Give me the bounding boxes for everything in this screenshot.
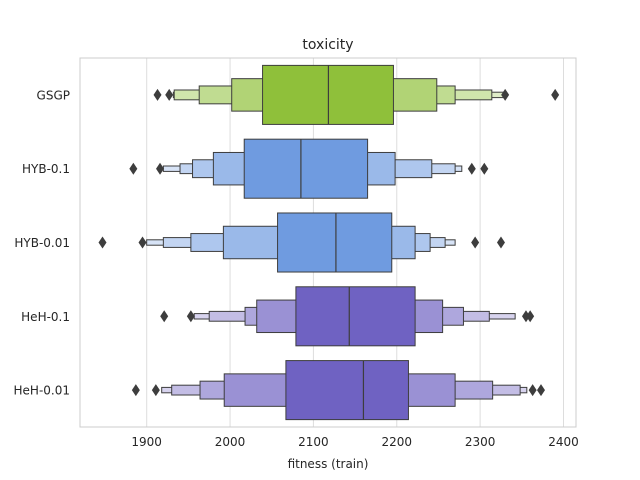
boxen-series xyxy=(98,64,560,421)
outlier-point xyxy=(129,162,138,175)
outlier-point xyxy=(160,310,169,323)
chart-title: toxicity xyxy=(302,37,353,53)
outlier-point xyxy=(551,88,560,101)
x-tick-label: 1900 xyxy=(131,435,162,449)
y-tick-label: HeH-0.01 xyxy=(14,384,70,398)
boxen-group xyxy=(153,64,560,125)
y-tick-labels: GSGP HYB-0.1 HYB-0.01 HeH-0.1 HeH-0.01 xyxy=(14,88,70,397)
boxen-group xyxy=(160,286,535,347)
x-tick-label: 2400 xyxy=(548,435,579,449)
x-tick-label: 2100 xyxy=(298,435,329,449)
outlier-point xyxy=(186,310,195,323)
outlier-point xyxy=(131,384,140,397)
boxen-box xyxy=(285,360,409,421)
y-tick-label: HYB-0.01 xyxy=(14,236,70,250)
y-tick-label: HYB-0.1 xyxy=(22,162,70,176)
boxen-group xyxy=(98,212,505,273)
boxen-group xyxy=(129,138,489,199)
outlier-point xyxy=(138,236,147,249)
outlier-point xyxy=(151,384,160,397)
x-tick-labels: 1900 2000 2100 2200 2300 2400 xyxy=(131,435,578,449)
outlier-point xyxy=(536,384,545,397)
outlier-point xyxy=(501,88,510,101)
outlier-point xyxy=(521,310,530,323)
outlier-point xyxy=(153,88,162,101)
outlier-point xyxy=(165,88,174,101)
y-tick-label: GSGP xyxy=(37,88,70,102)
outlier-point xyxy=(98,236,107,249)
outlier-point xyxy=(467,162,476,175)
outlier-point xyxy=(496,236,505,249)
outlier-point xyxy=(528,384,537,397)
x-axis-label: fitness (train) xyxy=(288,457,369,471)
outlier-point xyxy=(156,162,165,175)
x-tick-label: 2200 xyxy=(381,435,412,449)
plot-frame xyxy=(79,57,577,428)
outlier-point xyxy=(526,310,535,323)
outlier-point xyxy=(480,162,489,175)
y-tick-label: HeH-0.1 xyxy=(21,310,70,324)
boxen-group xyxy=(131,360,545,421)
x-tick-label: 2000 xyxy=(215,435,246,449)
outlier-point xyxy=(471,236,480,249)
boxen-box xyxy=(295,286,416,347)
boxen-box xyxy=(243,138,369,199)
x-tick-label: 2300 xyxy=(465,435,496,449)
boxen-box xyxy=(277,212,393,273)
